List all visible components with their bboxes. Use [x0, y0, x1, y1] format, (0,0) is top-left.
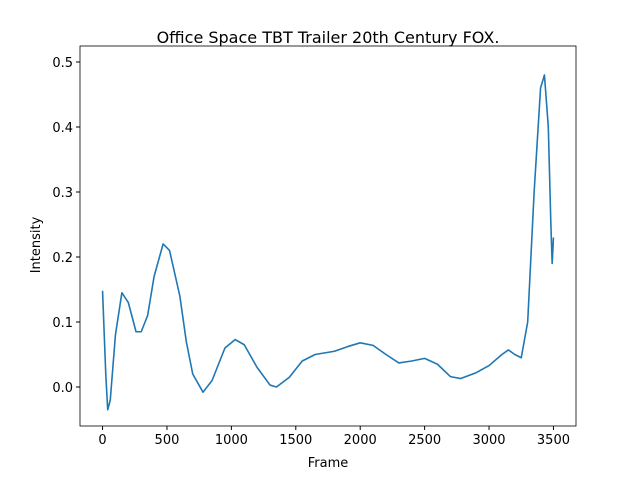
chart-title: Office Space TBT Trailer 20th Century FO…: [157, 28, 500, 47]
x-tick-label: 1500: [279, 433, 312, 448]
line-series: [101, 74, 555, 411]
x-axis-label: Frame: [308, 456, 349, 471]
y-tick-label: 0.3: [52, 186, 73, 201]
y-tick-label: 0.1: [52, 316, 73, 331]
x-tick-label: 3000: [472, 433, 505, 448]
y-tick-label: 0.0: [52, 381, 73, 396]
x-tick-label: 0: [98, 433, 106, 448]
x-tick-label: 2000: [344, 433, 377, 448]
y-tick-label: 0.5: [52, 56, 73, 71]
plot-frame: [79, 45, 577, 427]
y-tick-label: 0.4: [52, 121, 73, 136]
y-axis-label: Intensity: [29, 216, 44, 273]
y-tick-label: 0.2: [52, 251, 73, 266]
x-tick-label: 2500: [408, 433, 441, 448]
x-tick-label: 500: [155, 433, 180, 448]
x-tick-label: 1000: [215, 433, 248, 448]
x-tick-label: 3500: [537, 433, 570, 448]
